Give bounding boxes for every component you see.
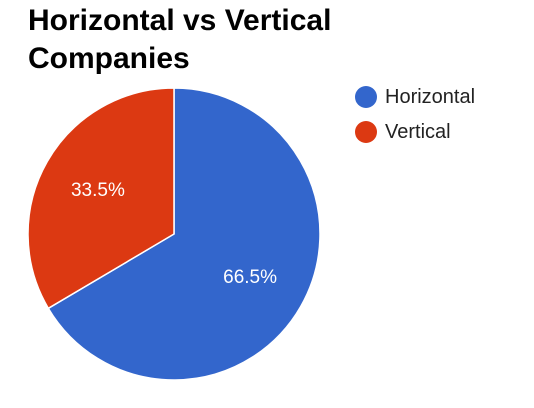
chart-title: Horizontal vs Vertical Companies xyxy=(28,4,332,75)
legend-item-vertical[interactable]: Vertical xyxy=(355,119,475,145)
slice-label-vertical: 33.5% xyxy=(71,180,125,201)
legend-swatch-vertical xyxy=(355,121,377,143)
slice-label-horizontal: 66.5% xyxy=(223,267,277,288)
chart-legend: Horizontal Vertical xyxy=(355,84,475,154)
legend-swatch-horizontal xyxy=(355,86,377,108)
pie-slice-vertical[interactable] xyxy=(27,87,175,310)
pie-slice-horizontal[interactable] xyxy=(47,87,321,381)
legend-label-horizontal: Horizontal xyxy=(385,85,476,108)
legend-item-horizontal[interactable]: Horizontal xyxy=(355,84,475,110)
legend-label-vertical: Vertical xyxy=(385,120,451,143)
